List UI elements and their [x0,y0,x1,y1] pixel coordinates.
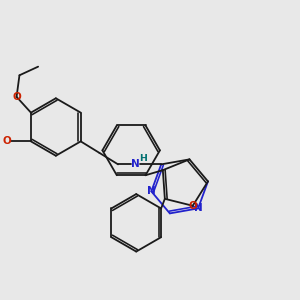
Text: N: N [131,159,140,170]
Text: N: N [147,186,156,197]
Text: O: O [188,201,197,211]
Text: O: O [2,136,11,146]
Text: N: N [194,203,203,213]
Text: H: H [140,154,147,163]
Text: O: O [12,92,21,102]
